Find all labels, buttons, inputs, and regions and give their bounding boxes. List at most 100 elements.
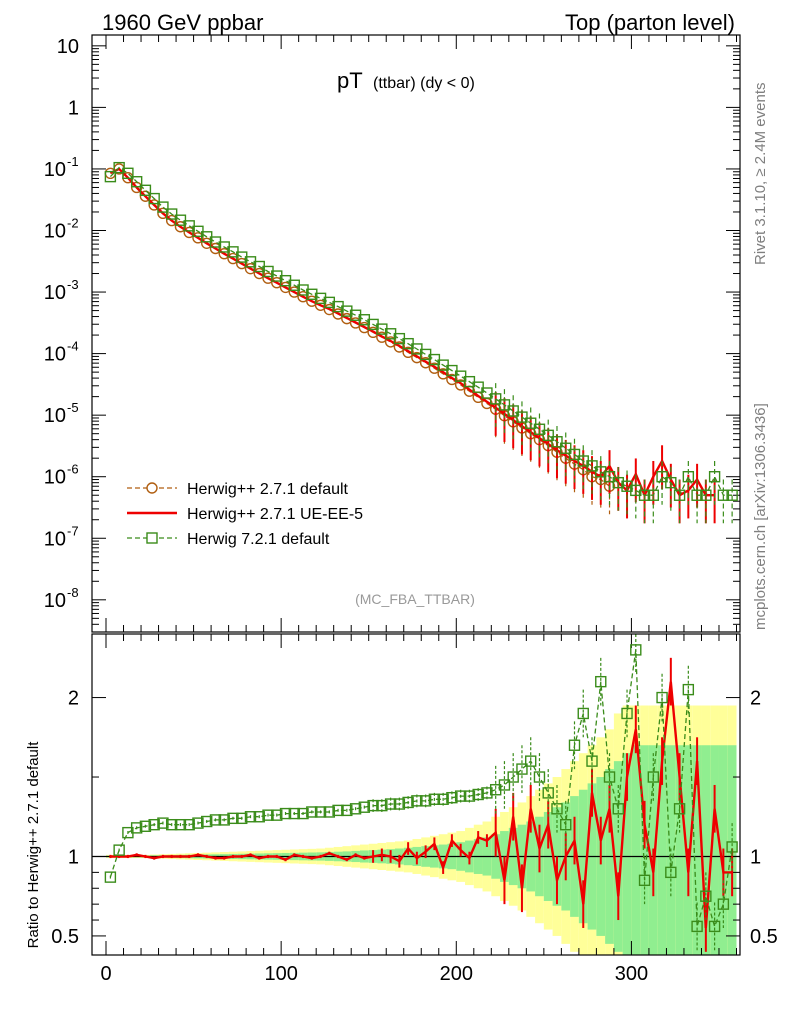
ratio-point	[323, 806, 336, 818]
ratio-point	[463, 790, 476, 802]
main-ytick-exponent: -7	[67, 523, 79, 538]
ratio-line	[110, 681, 733, 929]
data-point	[306, 288, 318, 300]
data-point	[148, 192, 160, 205]
analysis-tag: (MC_FBA_TTBAR)	[355, 591, 475, 607]
main-ytick-label: 10	[44, 159, 66, 181]
series-line	[109, 167, 715, 499]
ratio-point	[332, 804, 344, 817]
ratio-point	[507, 771, 519, 783]
band-green	[657, 745, 667, 955]
data-point	[411, 351, 423, 364]
ratio-ytick-label-right: 1	[750, 846, 761, 868]
main-ytick-label: 10	[44, 405, 66, 427]
data-point	[279, 281, 292, 294]
legend-label: Herwig++ 2.7.1 default	[187, 481, 349, 498]
main-ytick-label: 10	[57, 36, 79, 58]
ratio-ytick-label: 2	[68, 688, 79, 710]
data-point	[621, 480, 633, 492]
ratio-point	[209, 814, 222, 826]
data-point	[174, 221, 187, 233]
ratio-point	[349, 803, 362, 815]
data-point	[516, 411, 528, 423]
data-point	[507, 405, 519, 417]
data-point	[376, 331, 388, 343]
ratio-point	[656, 691, 668, 704]
data-point	[638, 489, 651, 501]
ratio-point	[104, 871, 117, 883]
ratio-point	[244, 811, 257, 823]
data-point	[700, 489, 712, 501]
xtick-label: 100	[264, 963, 297, 985]
ratio-point	[279, 807, 292, 820]
data-point	[297, 284, 309, 296]
data-point	[673, 489, 686, 501]
ratio-point	[586, 755, 598, 767]
data-point	[323, 303, 336, 316]
ratio-point	[708, 920, 721, 933]
main-series-0	[104, 163, 616, 515]
band-green	[622, 753, 632, 955]
main-series-2	[104, 161, 738, 524]
data-point	[568, 448, 581, 461]
data-point	[428, 362, 441, 374]
ratio-point	[568, 739, 581, 751]
ratio-point	[419, 795, 432, 807]
ratio-ytick-label: 0.5	[51, 926, 79, 948]
ratio-point	[297, 807, 309, 820]
data-point	[717, 489, 730, 501]
main-ytick-exponent: -2	[67, 215, 79, 230]
data-point	[332, 308, 344, 320]
ratio-point	[542, 787, 554, 799]
data-point	[209, 242, 222, 255]
ratio-point	[262, 809, 274, 821]
ratio-point	[638, 874, 651, 887]
data-point	[130, 176, 143, 188]
data-point	[603, 471, 616, 483]
ratio-point	[647, 771, 660, 783]
ratio-point	[236, 812, 248, 825]
data-point	[542, 429, 554, 442]
ratio-point	[384, 798, 397, 810]
main-title: pT	[337, 68, 363, 93]
band-green	[701, 745, 711, 955]
ratio-point	[341, 804, 353, 817]
main-ytick-exponent: -5	[67, 400, 79, 415]
ratio-ytick-label: 1	[68, 846, 79, 868]
ratio-point	[603, 771, 616, 783]
ratio-point	[367, 799, 379, 812]
data-point	[314, 292, 327, 305]
side-rivet-label: Rivet 3.1.10, ≥ 2.4M events	[752, 83, 769, 266]
band-green	[710, 745, 719, 955]
ratio-point	[227, 812, 239, 825]
ratio-point	[551, 803, 563, 815]
main-frame	[91, 34, 741, 633]
data-point	[288, 286, 300, 298]
data-point	[262, 272, 274, 284]
main-ytick-label: 10	[44, 282, 66, 304]
data-point	[682, 471, 695, 483]
ratio-point	[446, 791, 458, 804]
data-point	[551, 436, 563, 448]
xtick-label: 300	[615, 963, 648, 985]
data-point	[139, 190, 152, 202]
data-point	[419, 357, 432, 369]
data-point	[323, 296, 336, 309]
data-point	[647, 489, 660, 501]
legend-marker	[146, 532, 158, 544]
data-point	[236, 257, 248, 270]
ratio-point	[454, 790, 467, 802]
data-point	[341, 305, 353, 317]
data-point	[157, 207, 169, 220]
data-point	[384, 336, 397, 348]
legend-label: Herwig++ 2.7.1 UE-EE-5	[187, 506, 363, 523]
main-ytick-label: 10	[44, 590, 66, 612]
data-point	[708, 471, 721, 483]
ratio-point	[165, 818, 178, 831]
ratio-point	[498, 779, 511, 791]
data-point	[402, 346, 414, 358]
data-point	[533, 423, 546, 435]
data-point	[367, 326, 379, 338]
data-point	[165, 208, 178, 220]
